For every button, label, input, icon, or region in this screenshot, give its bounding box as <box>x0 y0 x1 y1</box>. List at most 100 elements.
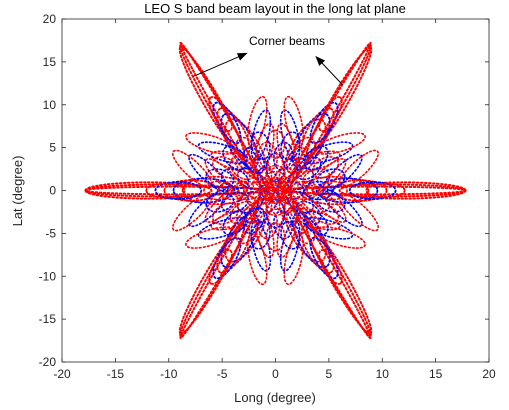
beam-contour <box>145 182 186 199</box>
beam-contour <box>302 141 354 164</box>
beam-contour <box>293 136 316 165</box>
beam-contour <box>84 181 213 200</box>
beam-contour <box>208 96 233 132</box>
beam-contour <box>315 226 366 249</box>
y-tick-label: 15 <box>43 55 57 69</box>
x-tick-label: 20 <box>482 367 496 381</box>
beam-contour <box>316 192 346 213</box>
x-tick-label: 15 <box>429 367 443 381</box>
beam-contour <box>338 193 380 232</box>
annotation-arrow <box>193 52 248 77</box>
beam-contour <box>265 188 286 205</box>
beam-contour <box>284 191 306 208</box>
beam-contour <box>211 202 240 225</box>
y-axis: -20 -15 -10 -5 0 5 10 15 20 <box>39 12 489 369</box>
beam-contour <box>245 191 267 208</box>
beam-contour <box>265 222 286 252</box>
beam-contour <box>217 180 247 201</box>
beam-contour <box>311 202 340 225</box>
beam-contour <box>280 220 301 250</box>
beam-contour <box>181 175 252 206</box>
beam-contour <box>265 176 286 193</box>
beam-contour <box>309 101 339 145</box>
beam-contour <box>266 182 285 199</box>
chart-title: LEO S band beam layout in the long lat p… <box>144 1 406 16</box>
beam-contour <box>311 156 340 179</box>
x-tick-label: -5 <box>217 367 228 381</box>
x-tick-label: -20 <box>53 367 71 381</box>
beam-contour <box>315 132 366 155</box>
beam-contour <box>265 152 286 183</box>
y-tick-label: -20 <box>39 355 57 369</box>
beam-contour <box>250 131 271 161</box>
beam-contour <box>280 131 301 161</box>
beam-contour <box>348 181 397 200</box>
beam-contour <box>293 216 316 245</box>
x-tick-label: -15 <box>107 367 125 381</box>
y-tick-label: -5 <box>45 226 56 240</box>
beam-contour <box>229 200 256 225</box>
beam-contour <box>203 180 233 201</box>
x-tick-label: 10 <box>376 367 390 381</box>
y-axis-label: Lat (degree) <box>10 156 25 227</box>
y-tick-label: 10 <box>43 98 57 112</box>
beam-contour <box>338 181 467 200</box>
beam-contour <box>318 96 343 132</box>
beam-contour <box>208 249 233 285</box>
beam-contour <box>222 210 248 236</box>
beam-contour <box>265 198 286 229</box>
beam-contour <box>250 220 271 250</box>
beam-contour <box>204 184 245 223</box>
annotation-corner-beams: Corner beams <box>249 34 325 48</box>
x-axis-label: Long (degree) <box>234 390 316 405</box>
x-tick-label: -10 <box>160 367 178 381</box>
beam-contour <box>212 236 242 280</box>
beam-contour <box>265 164 286 181</box>
beam-contour <box>197 217 249 240</box>
beam-contour <box>205 192 235 213</box>
beam-contour <box>246 180 276 201</box>
beam-contour <box>295 156 322 181</box>
beam-contour <box>265 170 286 187</box>
y-tick-label: 0 <box>49 184 56 198</box>
beam-contour <box>365 182 406 199</box>
beam-contour <box>216 224 251 274</box>
beam-contour <box>299 175 370 206</box>
beam-contour <box>318 180 348 201</box>
beam-contour <box>222 145 248 171</box>
beam-contour <box>212 101 242 145</box>
beam-contour <box>316 168 346 189</box>
x-tick-label: 5 <box>326 367 333 381</box>
x-axis: -20 -15 -10 -5 0 5 10 15 20 <box>53 19 496 381</box>
x-tick-label: 0 <box>272 367 279 381</box>
beam-contour <box>271 185 293 202</box>
beam-contour <box>171 193 213 232</box>
beam-contour <box>245 173 267 190</box>
beam-contour <box>211 156 240 179</box>
annotations: Corner beams <box>193 34 344 86</box>
y-tick-label: -10 <box>39 269 57 283</box>
beam-contour <box>306 158 347 197</box>
beam-contour <box>338 149 380 188</box>
y-tick-label: 5 <box>49 141 56 155</box>
beam-contour <box>216 107 251 157</box>
beam-contour <box>303 210 329 236</box>
beam-layout <box>84 41 467 340</box>
beam-contour <box>303 145 329 171</box>
beam-contour <box>154 181 203 200</box>
beam-contour <box>284 173 306 190</box>
beam-contour <box>275 180 305 201</box>
beam-contour <box>265 129 286 159</box>
beam-contour <box>235 136 258 165</box>
beam-contour <box>318 249 343 285</box>
beam-contour <box>304 180 334 201</box>
beam-contour <box>235 216 258 245</box>
y-tick-label: 20 <box>43 12 57 26</box>
beam-contour <box>309 236 339 280</box>
beam-contour <box>265 200 286 217</box>
beam-contour <box>185 226 236 249</box>
beam-contour <box>273 141 293 171</box>
beam-contour <box>300 224 335 274</box>
beam-contour <box>205 168 235 189</box>
